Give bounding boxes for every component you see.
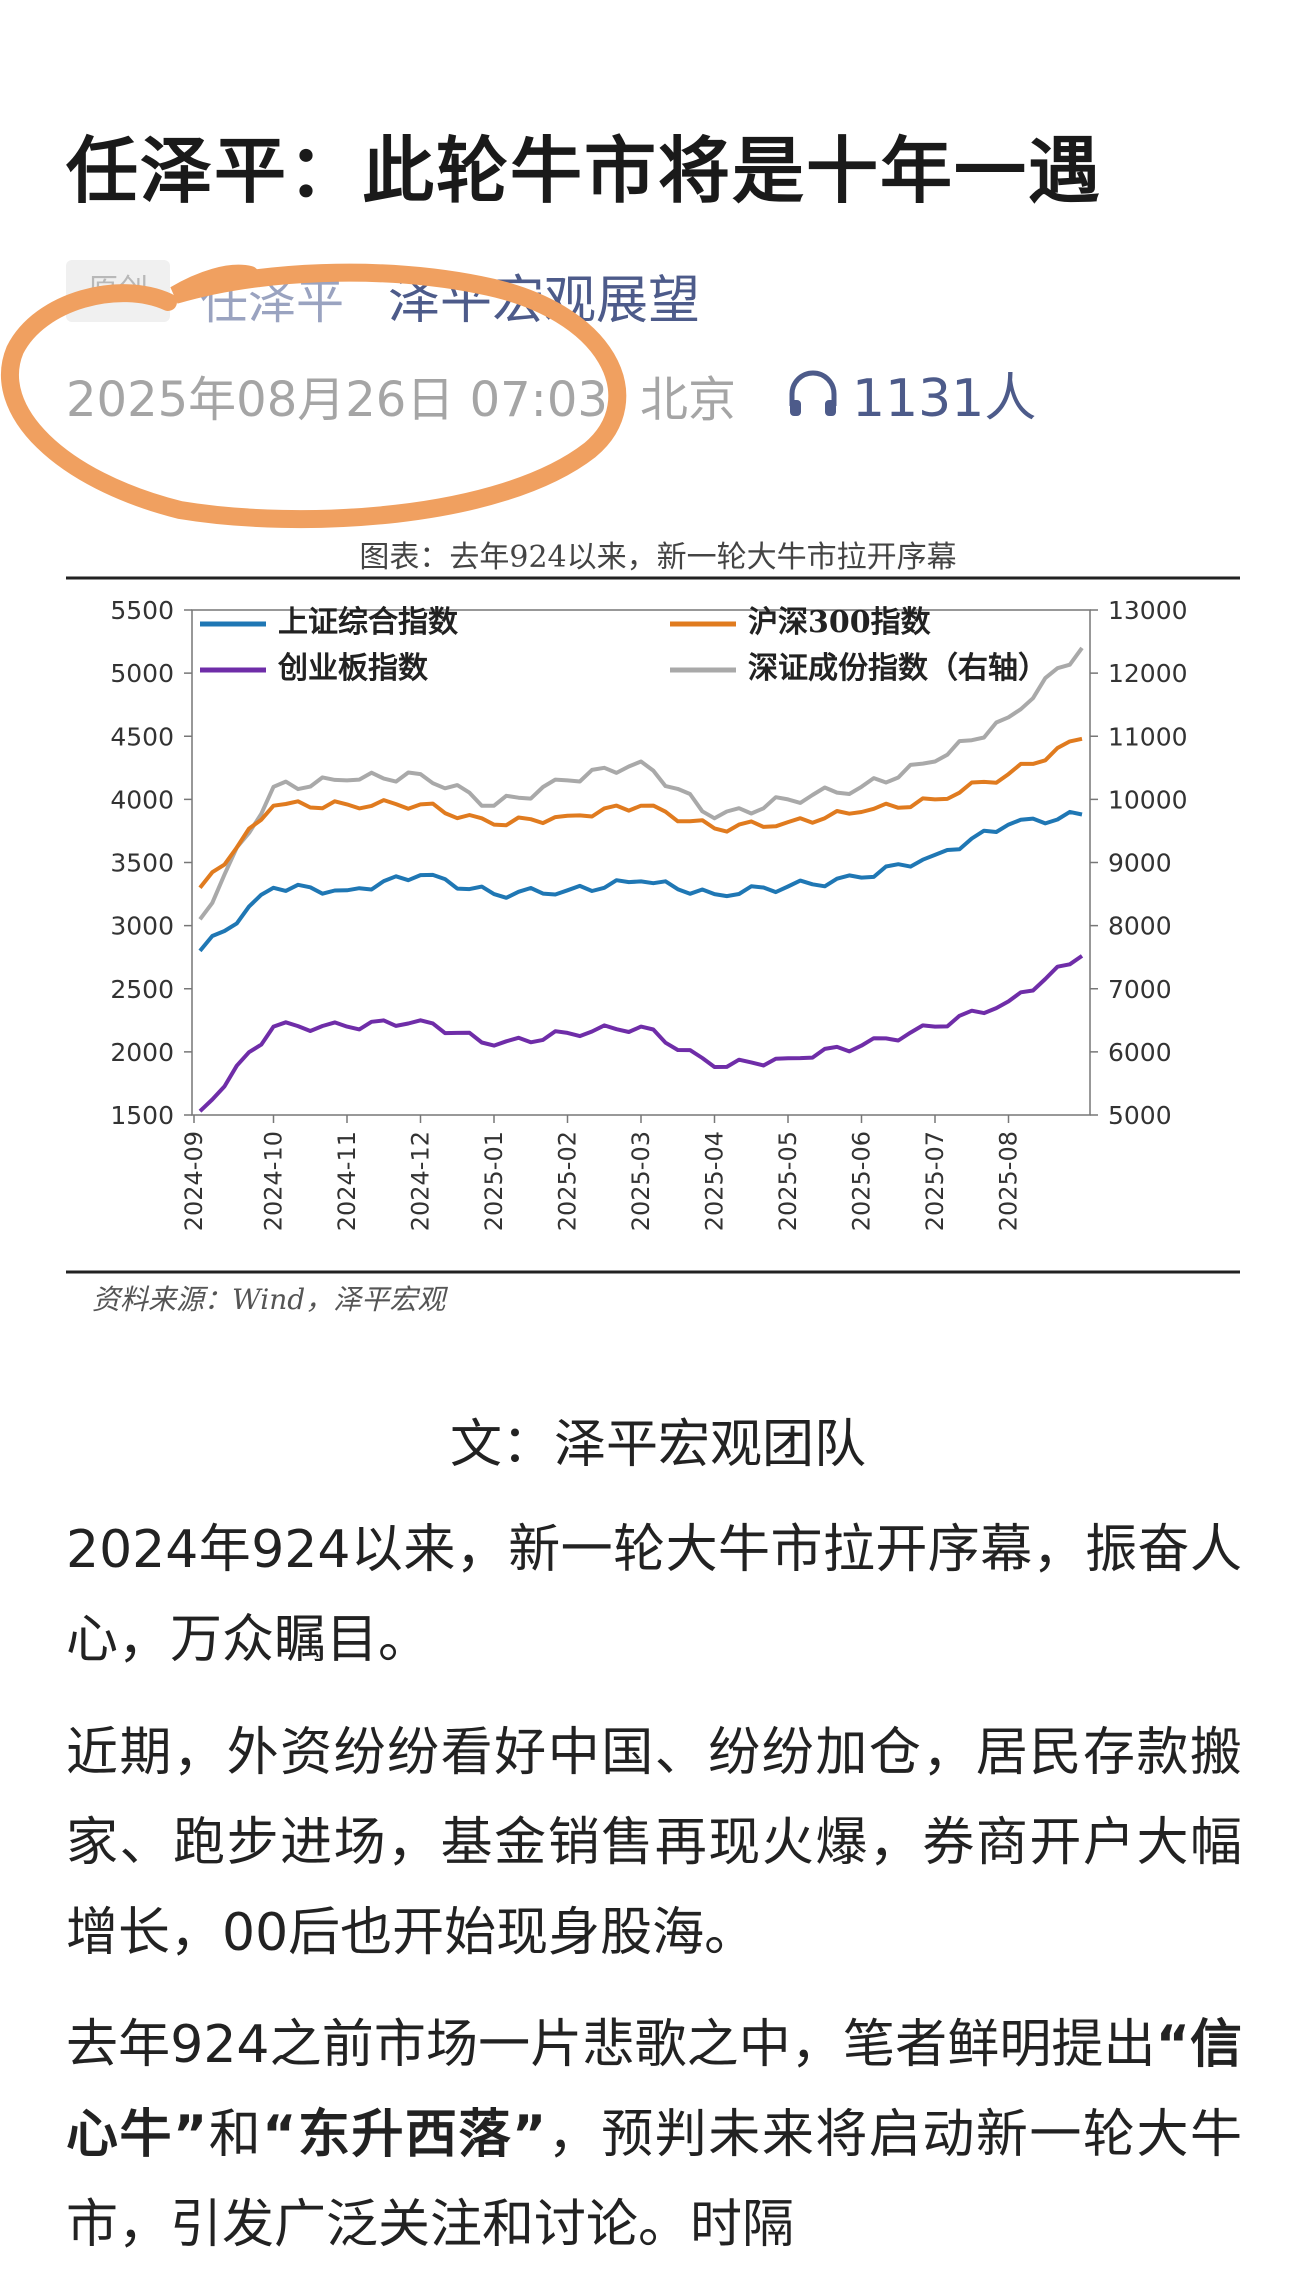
right-tick-label: 6000 (1108, 1038, 1172, 1067)
publish-date: 2025年08月26日 07:03 (66, 372, 608, 428)
p3-text-c: 和 (207, 2105, 263, 2165)
x-tick-label: 2025-07 (921, 1131, 949, 1231)
left-tick-label: 2500 (110, 975, 174, 1004)
series-line-0 (198, 809, 1083, 953)
series-line-2 (198, 954, 1084, 1113)
paragraph-3: 去年924之前市场一片悲歌之中，笔者鲜明提出“信心牛”和“东升西落”，预判未来将… (66, 2000, 1242, 2270)
x-tick-label: 2024-10 (260, 1131, 288, 1231)
series-line-3 (198, 646, 1084, 921)
figure-caption: 图表：去年924以来，新一轮大牛市拉开序幕 (359, 540, 957, 575)
x-tick-label: 2025-04 (701, 1131, 729, 1231)
publish-location: 北京 (640, 372, 737, 428)
article-title: 任泽平：此轮牛市将是十年一遇 (66, 129, 1103, 213)
right-tick-label: 12000 (1108, 659, 1188, 688)
x-tick-label: 2024-12 (407, 1131, 435, 1231)
left-tick-label: 5000 (110, 659, 174, 688)
x-tick-label: 2024-11 (333, 1131, 361, 1231)
chart-source: 资料来源：Wind，泽平宏观 (92, 1283, 446, 1316)
article-byline: 文：泽平宏观团队 (449, 1415, 866, 1475)
left-tick-label: 4000 (110, 785, 174, 814)
right-tick-label: 11000 (1108, 722, 1188, 751)
legend-label: 创业板指数 (277, 651, 429, 686)
paragraph-1: 2024年924以来，新一轮大牛市拉开序幕，振奋人心，万众瞩目。 (66, 1520, 1242, 1670)
left-axis: 1500 2000 2500 3000 3500 4000 4500 5000 5500 (110, 596, 192, 1130)
left-tick-label: 2000 (110, 1038, 174, 1067)
left-tick-label: 3500 (110, 849, 174, 878)
legend-label: 上证综合指数 (278, 605, 459, 640)
series-line-1 (198, 736, 1083, 890)
x-tick-label: 2025-05 (774, 1131, 802, 1231)
left-tick-label: 4500 (110, 722, 174, 751)
right-tick-label: 8000 (1108, 912, 1172, 941)
left-tick-label: 1500 (110, 1101, 174, 1130)
series-lines (198, 646, 1084, 1113)
left-tick-label: 5500 (110, 596, 174, 625)
right-tick-label: 5000 (1108, 1101, 1172, 1130)
right-axis: 5000 6000 7000 8000 9000 10000 11000 12000 13000 (1090, 596, 1188, 1130)
x-tick-label: 2024-09 (180, 1131, 208, 1231)
headphones-icon[interactable] (786, 370, 840, 418)
original-tag: 原创 (66, 260, 170, 322)
highlight-east-rise-west-fall: “东升西落” (262, 2105, 547, 2165)
right-tick-label: 9000 (1108, 849, 1172, 878)
index-chart: 1500 2000 2500 3000 3500 4000 4500 5000 5500 500… (66, 576, 1240, 1274)
right-tick-label: 13000 (1108, 596, 1188, 625)
listener-count[interactable]: 1131人 (852, 369, 1037, 429)
account-link[interactable]: 泽平宏观展望 (388, 271, 701, 331)
legend-label: 沪深300指数 (748, 605, 932, 640)
legend-label: 深证成份指数（右轴） (748, 651, 1048, 686)
p3-text-a: 去年924之前市场一片悲歌之中，笔者鲜明提出 (66, 2015, 1156, 2075)
x-tick-label: 2025-01 (480, 1131, 508, 1231)
x-tick-label: 2025-08 (995, 1131, 1023, 1231)
right-tick-label: 10000 (1108, 785, 1188, 814)
author-name: 任泽平 (200, 274, 345, 330)
p3-text-d: ，预判未来将启动新一轮大牛市，引发广泛关注和讨论。时隔 (66, 2105, 1242, 2255)
x-axis: 2024-09 2024-10 2024-11 2024-12 2025-01 2025-… (180, 1115, 1023, 1231)
x-tick-label: 2025-06 (848, 1131, 876, 1231)
paragraph-2: 近期，外资纷纷看好中国、纷纷加仓，居民存款搬家、跑步进场，基金销售再现火爆，券商… (66, 1723, 1242, 1963)
x-tick-label: 2025-03 (627, 1131, 655, 1231)
x-tick-label: 2025-02 (554, 1131, 582, 1231)
highlight-confidence-bull: “信心牛” (66, 2015, 1242, 2165)
left-tick-label: 3000 (110, 912, 174, 941)
right-tick-label: 7000 (1108, 975, 1172, 1004)
